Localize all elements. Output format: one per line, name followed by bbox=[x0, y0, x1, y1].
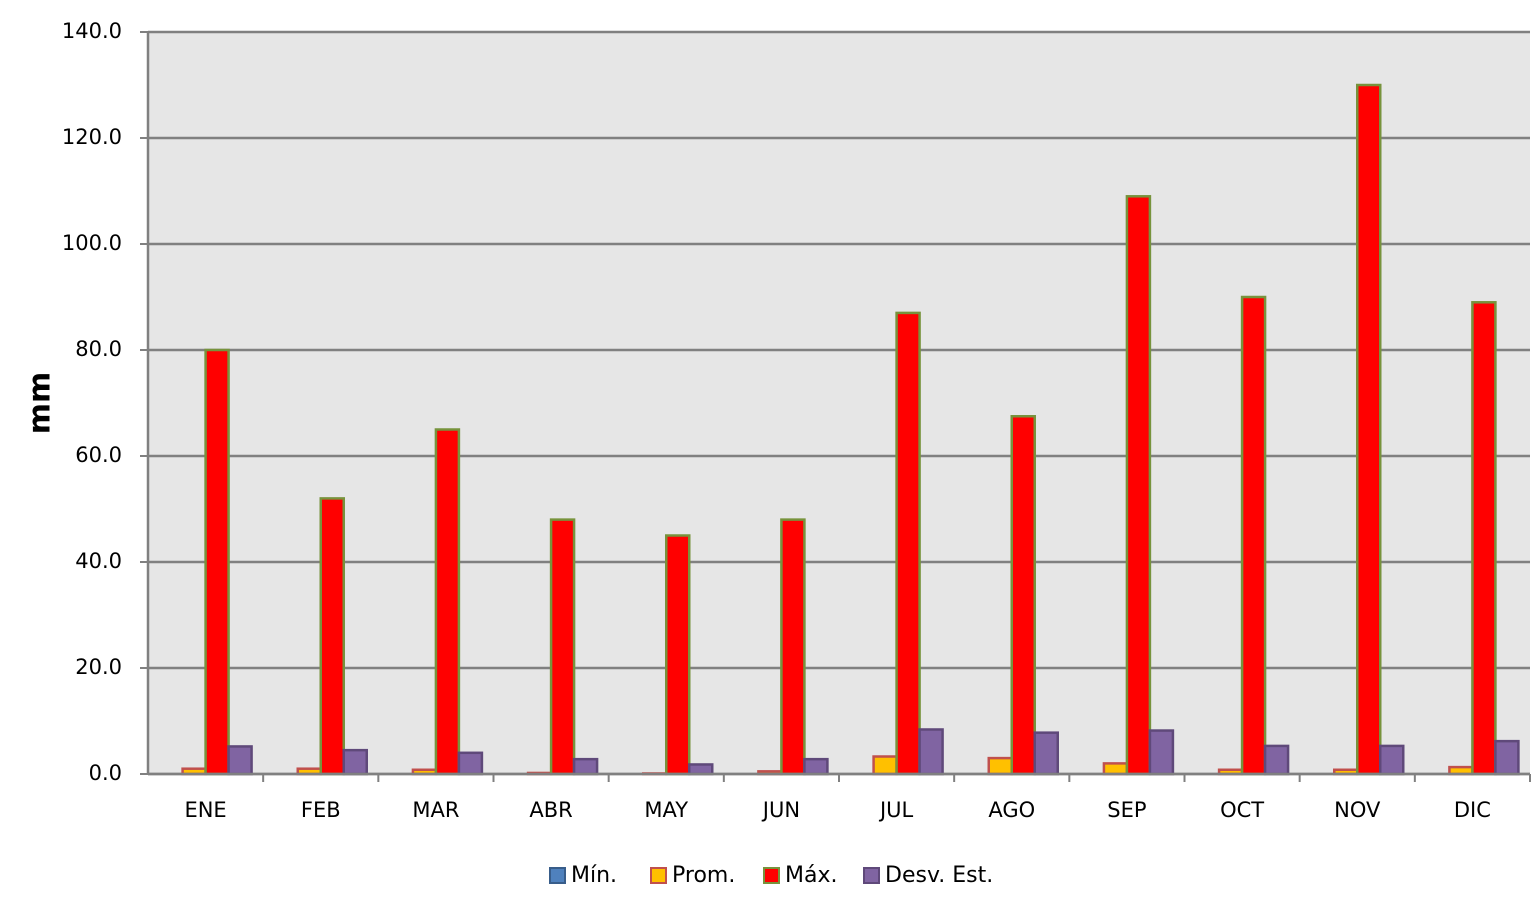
legend-label: Prom. bbox=[672, 863, 735, 888]
bar-abr-series-3 bbox=[572, 757, 599, 776]
bar-jul-series-2 bbox=[895, 311, 921, 776]
bar-jun-series-3 bbox=[803, 757, 829, 776]
x-tick-label: JUN bbox=[761, 798, 800, 822]
bar-ago-series-2 bbox=[1010, 415, 1036, 776]
bar-mar-series-2 bbox=[434, 428, 461, 776]
y-tick-labels: 0.0 20.0 40.0 60.0 80.0 100.0 120.0 140.0 bbox=[62, 19, 122, 785]
y-tick-label: 100.0 bbox=[62, 231, 122, 255]
bar-jul-series-1 bbox=[872, 755, 898, 776]
bar-ago-series-1 bbox=[987, 756, 1013, 776]
legend-label: Mín. bbox=[571, 863, 617, 888]
legend-swatch bbox=[650, 867, 667, 884]
bar-oct-series-3 bbox=[1263, 744, 1290, 776]
y-tick-label: 140.0 bbox=[62, 19, 122, 43]
bar-jun-series-2 bbox=[780, 518, 806, 776]
bar-mar-series-3 bbox=[457, 751, 484, 776]
x-tick-label: MAY bbox=[644, 798, 688, 822]
x-tick-labels: ENE FEB MAR ABR MAY JUN JUL AGO SEP OCT NOV DIC bbox=[184, 774, 1531, 822]
legend: Mín. Prom. Máx. Desv. Est. bbox=[549, 863, 993, 888]
y-tick-label: 20.0 bbox=[75, 655, 122, 679]
y-tick-label: 40.0 bbox=[75, 549, 122, 573]
x-tick-label: ABR bbox=[529, 798, 572, 822]
bar-ene-series-3 bbox=[227, 745, 253, 776]
bar-feb-series-3 bbox=[342, 748, 368, 776]
y-tick-label: 0.0 bbox=[89, 761, 122, 785]
bar-sep-series-1 bbox=[1102, 762, 1129, 776]
bar-jul-series-3 bbox=[918, 728, 944, 776]
y-tick-label: 120.0 bbox=[62, 125, 122, 149]
bar-ago-series-3 bbox=[1033, 731, 1059, 776]
bar-nov-series-2 bbox=[1356, 83, 1382, 776]
legend-swatch bbox=[863, 867, 880, 884]
bar-may-series-2 bbox=[665, 534, 691, 776]
x-tick-label: MAR bbox=[412, 798, 459, 822]
x-tick-label: ENE bbox=[184, 798, 226, 822]
x-tick-label: JUL bbox=[878, 798, 914, 822]
x-tick-label: DIC bbox=[1454, 798, 1491, 822]
y-tick-label: 80.0 bbox=[75, 337, 122, 361]
bar-dic-series-2 bbox=[1471, 301, 1497, 776]
plot-area bbox=[148, 32, 1530, 774]
bar-feb-series-2 bbox=[319, 497, 345, 776]
gridlines bbox=[140, 30, 1530, 776]
bar-may-series-3 bbox=[688, 763, 714, 776]
legend-swatch bbox=[763, 867, 780, 884]
legend-label: Máx. bbox=[785, 863, 837, 888]
x-tick-label: OCT bbox=[1220, 798, 1264, 822]
bars bbox=[181, 83, 1520, 776]
bar-sep-series-2 bbox=[1125, 195, 1152, 776]
bar-abr-series-2 bbox=[549, 518, 576, 776]
legend-label: Desv. Est. bbox=[885, 863, 993, 888]
legend-swatch bbox=[549, 867, 566, 884]
x-tick-label: SEP bbox=[1107, 798, 1146, 822]
y-axis-label: mm bbox=[23, 372, 58, 435]
bar-nov-series-3 bbox=[1379, 744, 1405, 776]
bar-dic-series-3 bbox=[1494, 739, 1520, 776]
bar-sep-series-3 bbox=[1148, 729, 1175, 776]
bar-oct-series-2 bbox=[1240, 295, 1267, 776]
x-tick-label: FEB bbox=[301, 798, 341, 822]
x-tick-label: AGO bbox=[988, 798, 1035, 822]
x-tick-label: NOV bbox=[1334, 798, 1381, 822]
y-tick-label: 60.0 bbox=[75, 443, 122, 467]
bar-ene-series-2 bbox=[204, 348, 230, 776]
